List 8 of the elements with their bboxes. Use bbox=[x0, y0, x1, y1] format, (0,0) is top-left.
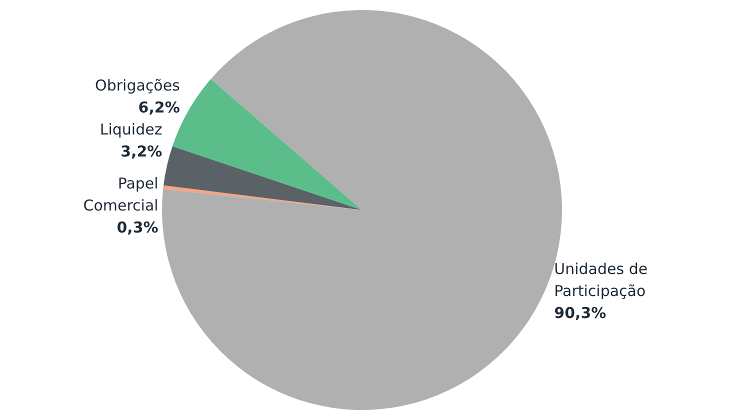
slice-label: Unidades de Participação bbox=[554, 260, 648, 300]
slice-label: Obrigações bbox=[95, 76, 180, 95]
data-label: 6,2% bbox=[138, 98, 180, 117]
data-label: 3,2% bbox=[120, 142, 162, 161]
data-label: 90,3% bbox=[554, 304, 606, 322]
data-label: 0,3% bbox=[116, 218, 158, 237]
slice-label: Liquidez bbox=[100, 120, 162, 139]
slice-label: Papel Comercial bbox=[83, 174, 158, 215]
